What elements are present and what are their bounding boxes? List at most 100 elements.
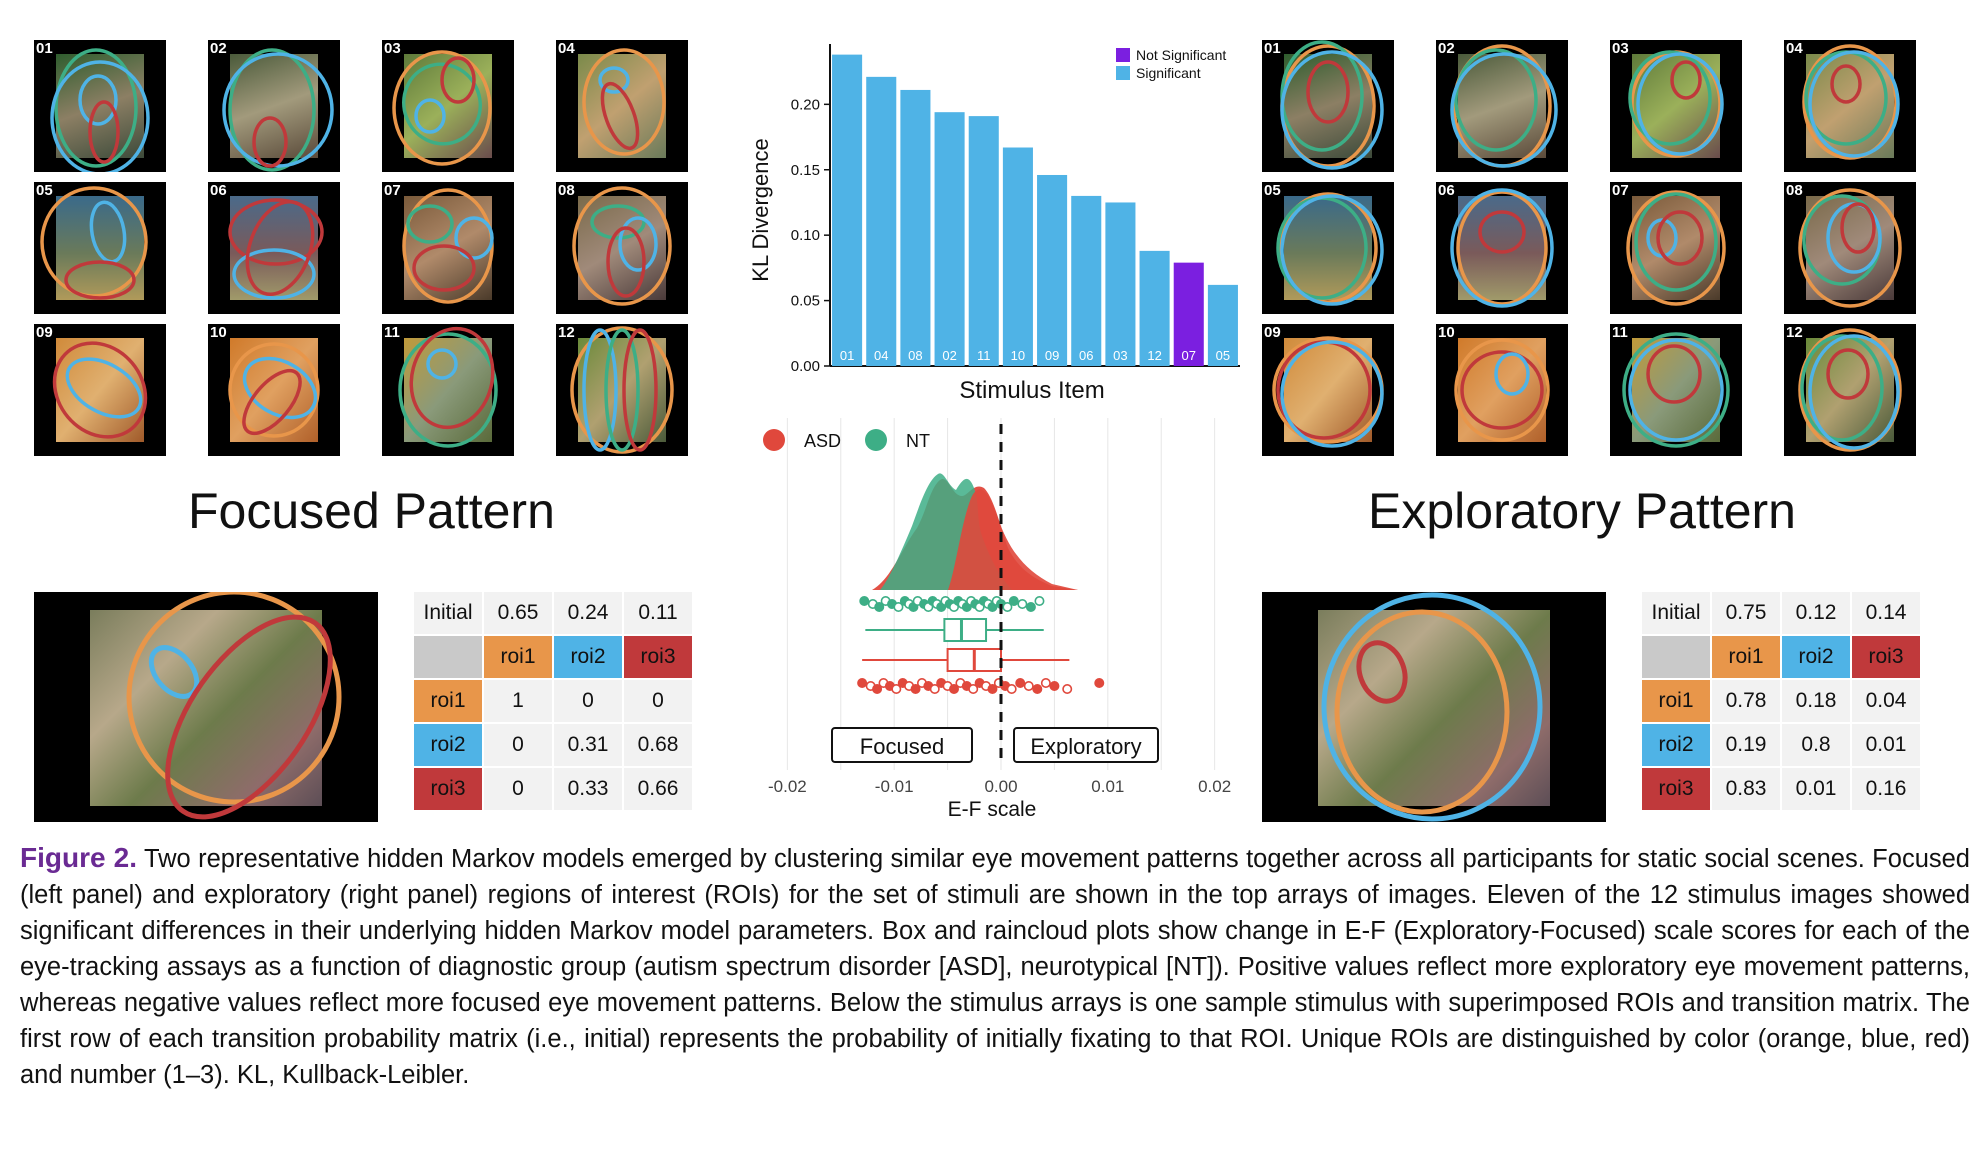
stimulus-number: 07 bbox=[1612, 182, 1629, 199]
asd-data-point bbox=[910, 683, 921, 694]
roi-ellipse bbox=[1636, 52, 1724, 156]
roi-ellipse bbox=[570, 326, 674, 454]
exploratory-annotation-label: Exploratory bbox=[1030, 734, 1141, 759]
exploratory-stimulus-thumbnail: 11 bbox=[1610, 324, 1742, 456]
focused-stimulus-thumbnail: 02 bbox=[208, 40, 340, 172]
cell: 0.18 bbox=[1780, 678, 1852, 724]
bar-category-label: 09 bbox=[1045, 348, 1059, 363]
focused-stimulus-thumbnail: 07 bbox=[382, 182, 514, 314]
nt-data-point bbox=[1017, 599, 1028, 610]
roi-ellipse bbox=[1280, 194, 1384, 306]
roi-ellipse bbox=[1634, 192, 1718, 292]
matrix-corner bbox=[412, 634, 484, 680]
roi-overlay bbox=[1450, 44, 1558, 168]
stimulus-number: 11 bbox=[1612, 324, 1628, 341]
col-roi3: roi3 bbox=[622, 634, 694, 680]
roi-ellipse bbox=[1808, 50, 1900, 158]
roi-overlay bbox=[52, 341, 148, 439]
roi-ellipse bbox=[228, 48, 316, 172]
roi-ellipse bbox=[52, 341, 148, 439]
roi-ellipse bbox=[54, 48, 138, 168]
roi-overlay bbox=[1798, 188, 1902, 308]
legend-label-nt: NT bbox=[906, 431, 930, 451]
asd-data-point bbox=[1032, 683, 1043, 694]
roi-ellipse bbox=[1280, 40, 1364, 152]
y-tick-label: 0.05 bbox=[791, 293, 820, 310]
col-roi2: roi2 bbox=[1780, 634, 1852, 680]
roi-overlay bbox=[1450, 188, 1554, 308]
roi-ellipse bbox=[1800, 334, 1884, 442]
caption-text: Two representative hidden Markov models … bbox=[20, 845, 1970, 1089]
asd-data-point bbox=[891, 683, 902, 694]
cell: 1 bbox=[482, 678, 554, 724]
roi-ellipse bbox=[1278, 192, 1378, 304]
asd-data-point bbox=[1094, 677, 1105, 688]
roi-overlay bbox=[222, 48, 334, 172]
exploratory-stimulus-thumbnail: 01 bbox=[1262, 40, 1394, 172]
roi-ellipse bbox=[245, 199, 315, 297]
roi-ellipse bbox=[242, 356, 318, 420]
row-roi2: roi2 bbox=[1640, 722, 1712, 768]
bar-07 bbox=[1173, 262, 1204, 366]
roi-ellipse bbox=[604, 328, 640, 452]
roi-ellipse bbox=[1450, 52, 1558, 168]
exploratory-stimulus-thumbnail: 09 bbox=[1262, 324, 1394, 456]
roi-ellipse bbox=[454, 216, 494, 260]
initial-roi2: 0.24 bbox=[552, 590, 624, 636]
y-tick-label: 0.15 bbox=[791, 162, 820, 179]
roi-overlay bbox=[40, 186, 148, 300]
stimulus-number: 04 bbox=[1786, 40, 1803, 57]
exploratory-stimulus-thumbnail: 08 bbox=[1784, 182, 1916, 314]
bar-category-label: 01 bbox=[840, 348, 854, 363]
roi-ellipse bbox=[1646, 344, 1702, 404]
roi-overlay bbox=[398, 326, 498, 448]
stimulus-image bbox=[578, 196, 666, 300]
roi-overlay bbox=[572, 186, 672, 306]
roi-ellipse bbox=[406, 204, 454, 244]
col-roi1: roi1 bbox=[1710, 634, 1782, 680]
bar-category-label: 08 bbox=[908, 348, 922, 363]
roi-overlay bbox=[1626, 190, 1726, 306]
bar-category-label: 04 bbox=[874, 348, 888, 363]
cell: 0.31 bbox=[552, 722, 624, 768]
roi-ellipse bbox=[1450, 188, 1554, 308]
cell: 0.01 bbox=[1850, 722, 1922, 768]
bar-09 bbox=[1037, 174, 1068, 366]
focused-stimulus-thumbnail: 11 bbox=[382, 324, 514, 456]
roi-ellipse bbox=[600, 81, 640, 151]
legend-dot-nt bbox=[865, 429, 887, 451]
roi-ellipse bbox=[606, 226, 646, 298]
initial-label: Initial bbox=[1640, 590, 1712, 636]
roi-ellipse bbox=[1622, 332, 1730, 448]
roi-ellipse bbox=[1280, 340, 1384, 448]
exploratory-sample-stimulus bbox=[1262, 592, 1606, 822]
roi-overlay bbox=[1628, 50, 1724, 158]
exploratory-stimulus-thumbnail: 05 bbox=[1262, 182, 1394, 314]
cell: 0.68 bbox=[622, 722, 694, 768]
exploratory-stimulus-thumbnail: 06 bbox=[1436, 182, 1568, 314]
roi-ellipse bbox=[1460, 350, 1544, 430]
focused-sample-stimulus bbox=[34, 592, 378, 822]
roi-ellipse bbox=[402, 62, 482, 146]
bar-category-label: 10 bbox=[1011, 348, 1025, 363]
roi-ellipse bbox=[228, 342, 320, 438]
roi-ellipse bbox=[1802, 44, 1898, 160]
stimulus-number: 10 bbox=[1438, 324, 1455, 341]
exploratory-stimulus-thumbnail: 10 bbox=[1436, 324, 1568, 456]
stimulus-number: 03 bbox=[1612, 40, 1629, 57]
exploratory-stimulus-thumbnail: 03 bbox=[1610, 40, 1742, 172]
exploratory-stimulus-thumbnail: 12 bbox=[1784, 324, 1916, 456]
row-roi3: roi3 bbox=[412, 766, 484, 812]
bar-10 bbox=[1002, 147, 1033, 366]
stimulus-image bbox=[230, 196, 318, 300]
focused-transition-matrix: Initial 0.65 0.24 0.11 roi1 roi2 roi3 ro… bbox=[412, 590, 694, 812]
matrix-corner bbox=[1640, 634, 1712, 680]
roi-overlay bbox=[570, 326, 674, 454]
roi-ellipse bbox=[598, 66, 630, 94]
cell: 0.83 bbox=[1710, 766, 1782, 812]
x-tick-label: 0.02 bbox=[1198, 777, 1231, 796]
legend-swatch-not-significant bbox=[1116, 48, 1130, 62]
stimulus-number: 06 bbox=[210, 182, 227, 199]
x-axis-label: Stimulus Item bbox=[959, 377, 1104, 404]
roi-overlay bbox=[228, 198, 324, 300]
